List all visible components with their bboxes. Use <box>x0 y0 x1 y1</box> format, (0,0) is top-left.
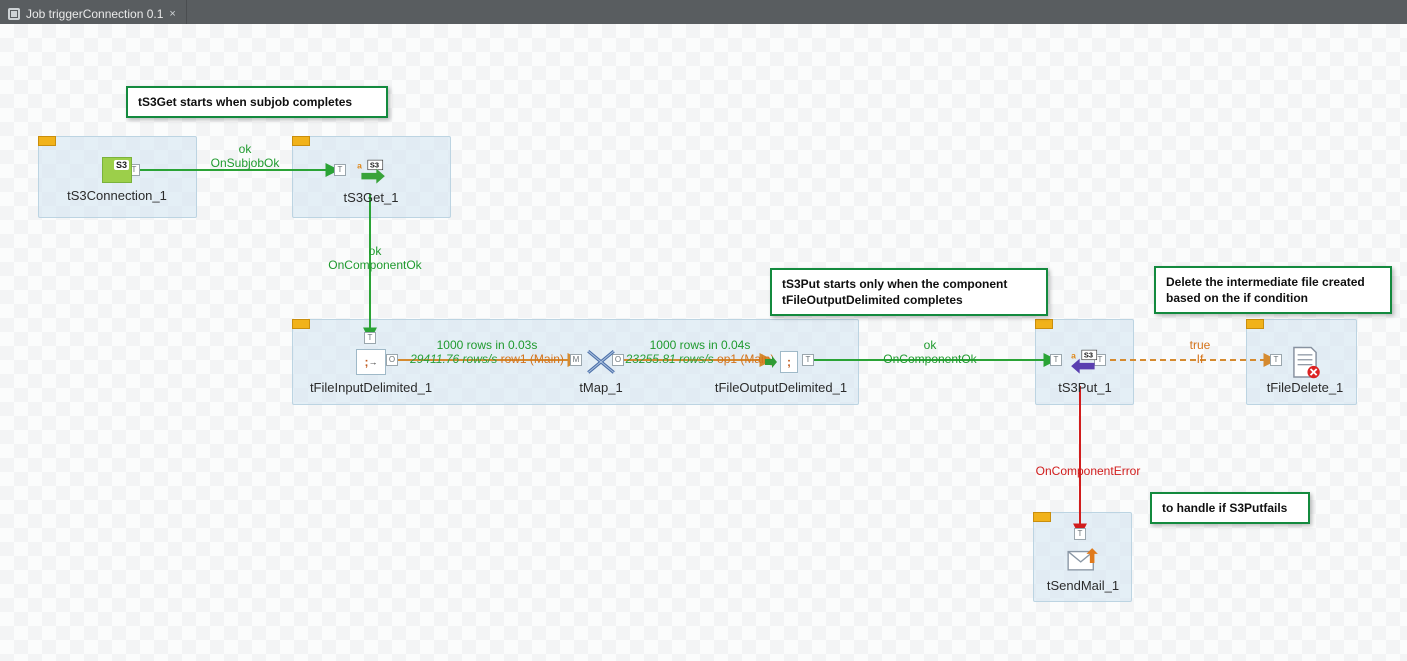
component-ts3connection[interactable]: tS3Connection_1 <box>42 154 192 203</box>
conn-oncomponenterror-label: OnComponentError <box>1018 464 1158 478</box>
conn-onsubjobok-label: ok OnSubjobOk <box>200 142 290 170</box>
subjob-handle[interactable] <box>38 136 56 146</box>
close-icon[interactable]: × <box>169 8 175 20</box>
subjob-handle[interactable] <box>1033 512 1051 522</box>
s3-put-icon: a S3 <box>1069 346 1101 378</box>
editor-tab[interactable]: Job triggerConnection 0.1 × <box>0 0 187 24</box>
svg-text:S3: S3 <box>1084 351 1093 360</box>
component-label: tS3Get_1 <box>316 190 426 205</box>
conn-oncomponentok1-label: ok OnComponentOk <box>310 244 440 272</box>
component-label: tFileOutputDelimited_1 <box>706 380 856 395</box>
conn-oncomponentok2-label: ok OnComponentOk <box>865 338 995 366</box>
component-label: tSendMail_1 <box>1028 578 1138 593</box>
file-output-icon: ; <box>765 346 797 378</box>
component-tsendmail[interactable]: tSendMail_1 <box>1028 544 1138 593</box>
subjob-handle[interactable] <box>292 136 310 146</box>
component-label: tFileInputDelimited_1 <box>296 380 446 395</box>
designer-canvas[interactable]: T T T O M O T T T T T ok OnSubjobOk ok O… <box>0 24 1407 661</box>
component-label: tMap_1 <box>546 380 656 395</box>
component-label: tFileDelete_1 <box>1250 380 1360 395</box>
callout-s3get: tS3Get starts when subjob completes <box>126 86 388 118</box>
component-ts3get[interactable]: a S3 tS3Get_1 <box>316 156 426 205</box>
s3-get-icon: a S3 <box>355 156 387 188</box>
svg-text:a: a <box>1071 351 1076 361</box>
component-label: tS3Put_1 <box>1030 380 1140 395</box>
mail-icon <box>1067 544 1099 576</box>
callout-sendmail: to handle if S3Putfails <box>1150 492 1310 524</box>
job-icon <box>8 8 20 20</box>
component-tfiledelete[interactable]: tFileDelete_1 <box>1250 346 1360 395</box>
component-label: tS3Connection_1 <box>42 188 192 203</box>
tab-title: Job triggerConnection 0.1 <box>26 7 163 21</box>
file-input-icon: ;→ <box>355 346 387 378</box>
conn-if-label: true If <box>1160 338 1240 366</box>
component-tfileoutputdelimited[interactable]: ; tFileOutputDelimited_1 <box>706 346 856 395</box>
callout-s3put: tS3Put starts only when the component tF… <box>770 268 1048 316</box>
s3-connection-icon <box>101 154 133 186</box>
component-tmap[interactable]: tMap_1 <box>546 346 656 395</box>
tmap-icon <box>585 346 617 378</box>
svg-text:S3: S3 <box>370 161 379 170</box>
component-tfileinputdelimited[interactable]: ;→ tFileInputDelimited_1 <box>296 346 446 395</box>
svg-text:a: a <box>357 161 362 171</box>
tab-bar: Job triggerConnection 0.1 × <box>0 0 1407 24</box>
subjob-handle[interactable] <box>292 319 310 329</box>
port: T <box>364 332 376 344</box>
component-ts3put[interactable]: a S3 tS3Put_1 <box>1030 346 1140 395</box>
port: T <box>1074 528 1086 540</box>
subjob-handle[interactable] <box>1246 319 1264 329</box>
callout-filedelete: Delete the intermediate file created bas… <box>1154 266 1392 314</box>
file-delete-icon <box>1289 346 1321 378</box>
subjob-handle[interactable] <box>1035 319 1053 329</box>
